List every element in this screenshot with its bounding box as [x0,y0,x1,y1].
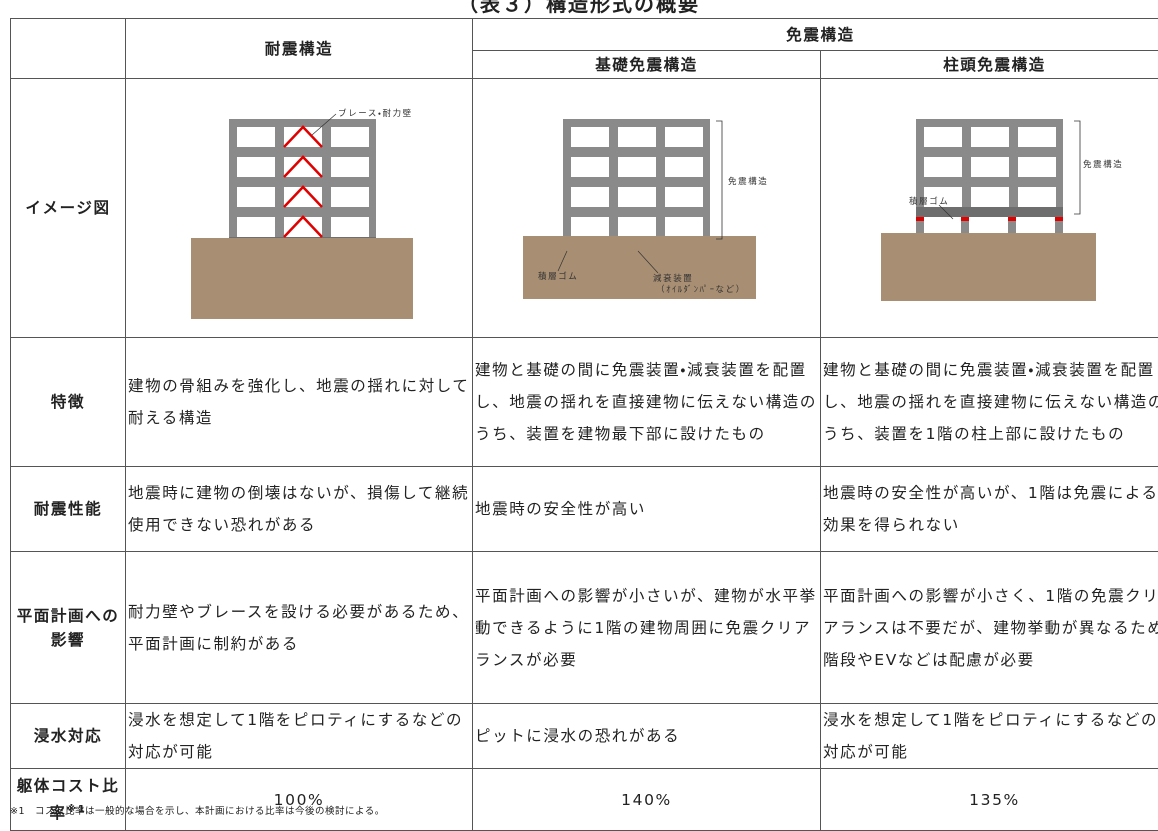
cell: 平面計画への影響が小さいが、建物が水平挙動できるように1階の建物周囲に免震クリア… [473,552,821,704]
diagram-label: 減衰装置 [653,273,693,284]
window [237,157,275,177]
diagram-label: 免震構造 [1083,159,1123,170]
row: 浸水対応 浸水を想定して1階をピロティにするなどの対応が可能 ピットに浸水の恐れ… [11,704,1158,769]
cell: 地震時に建物の倒壊はないが、損傷して継続使用できない恐れがある [126,467,473,552]
building [916,119,1063,251]
ground [881,233,1096,301]
header: 免震構造 [473,19,1158,51]
header: 耐震構造 [126,19,473,79]
window [237,127,275,147]
title: （表３）構造形式の概要 [0,0,1158,17]
window [331,127,369,147]
window [924,127,962,147]
building [229,119,376,251]
diagram-label: ブレース・耐力壁 [338,108,413,119]
row-label: イメージ図 [11,79,126,338]
window [331,187,369,207]
row: 耐震性能 地震時に建物の倒壊はないが、損傷して継続使用できない恐れがある 地震時… [11,467,1158,552]
cell: 浸水を想定して1階をピロティにするなどの対応が可能 [821,704,1158,769]
window [665,217,703,237]
diagram-label: 積層ゴム [909,196,949,207]
cell: 耐力壁やブレースを設ける必要があるため、平面計画に制約がある [126,552,473,704]
cell: 100% [126,769,473,831]
image-cell: 免震構造 積層ゴム 減衰装置 （ｵｲﾙﾀﾞﾝﾊﾟｰなど） [473,79,821,338]
diagram-label: （ｵｲﾙﾀﾞﾝﾊﾟｰなど） [656,284,746,295]
bracket [716,121,722,239]
window [1018,127,1056,147]
bearing [916,217,924,221]
window [331,217,369,237]
image-cell: 免震構造 積層ゴム [821,79,1158,338]
window [665,157,703,177]
cell: ピットに浸水の恐れがある [473,704,821,769]
window [971,157,1009,177]
cell: 浸水を想定して1階をピロティにするなどの対応が可能 [126,704,473,769]
ground [191,238,413,319]
diagram: 免震構造 積層ゴム 減衰装置 （ｵｲﾙﾀﾞﾝﾊﾟｰなど） [473,79,821,326]
cell: 140% [473,769,821,831]
window [571,157,609,177]
cell: 地震時の安全性が高いが、1階は免震による効果を得られない [821,467,1158,552]
diagram: ブレース・耐力壁 [126,79,473,326]
window [284,187,322,207]
window [284,157,322,177]
cell: 平面計画への影響が小さく、1階の免震クリアランスは不要だが、建物挙動が異なるため… [821,552,1158,704]
image-cell: ブレース・耐力壁 [126,79,473,338]
table: 耐震構造 免震構造 基礎免震構造 柱頭免震構造 イメージ図 ブレース・耐力壁 免… [10,18,1158,831]
window [971,187,1009,207]
image-row: イメージ図 ブレース・耐力壁 免震構造 積層ゴム 減衰装置 （ｵｲﾙﾀﾞﾝﾊﾟｰ… [11,79,1158,338]
window [618,127,656,147]
header-row: 耐震構造 免震構造 [11,19,1158,51]
window [1018,157,1056,177]
row-label: 平面計画への影響 [11,552,126,704]
corner [11,19,126,79]
iso-layer [916,207,1063,217]
window [1018,187,1056,207]
bearing [961,217,969,221]
bearing [1055,217,1063,221]
header: 柱頭免震構造 [821,51,1158,79]
bracket [1074,121,1080,214]
row: 平面計画への影響 耐力壁やブレースを設ける必要があるため、平面計画に制約がある … [11,552,1158,704]
row-label: 耐震性能 [11,467,126,552]
window [237,187,275,207]
window [284,217,322,237]
window [571,127,609,147]
row-label: 躯体コスト比率※1 [11,769,126,831]
window [618,187,656,207]
row-label: 特徴 [11,338,126,467]
window [571,217,609,237]
cell: 建物と基礎の間に免震装置・減衰装置を配置し、地震の揺れを直接建物に伝えない構造の… [473,338,821,467]
cell: 建物の骨組みを強化し、地震の揺れに対して耐える構造 [126,338,473,467]
cell: 135% [821,769,1158,831]
footnote: ※1 コスト比率は一般的な場合を示し、本計画における比率は今後の検討による。 [10,803,385,817]
window [618,157,656,177]
diagram: 免震構造 積層ゴム [821,79,1158,326]
row: 特徴 建物の骨組みを強化し、地震の揺れに対して耐える構造 建物と基礎の間に免震装… [11,338,1158,467]
window [331,157,369,177]
window [571,187,609,207]
row-label: 浸水対応 [11,704,126,769]
header: 基礎免震構造 [473,51,821,79]
window [971,127,1009,147]
bearing [1008,217,1016,221]
row: 躯体コスト比率※1 100% 140% 135% [11,769,1158,831]
cell: 地震時の安全性が高い [473,467,821,552]
window [924,157,962,177]
cell: 建物と基礎の間に免震装置・減衰装置を配置し、地震の揺れを直接建物に伝えない構造の… [821,338,1158,467]
window [665,127,703,147]
window [618,217,656,237]
window [665,187,703,207]
window [284,127,322,147]
diagram-label: 積層ゴム [538,271,578,282]
window [237,217,275,237]
diagram-label: 免震構造 [728,176,768,187]
